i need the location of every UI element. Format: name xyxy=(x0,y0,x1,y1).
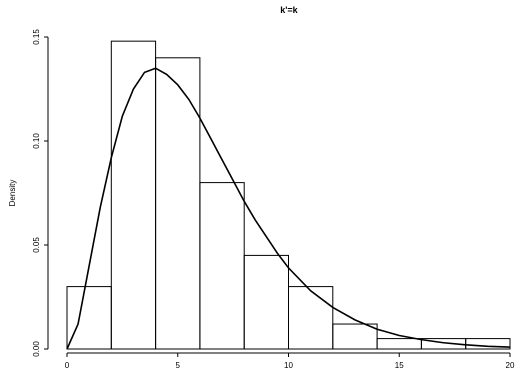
y-axis-label: Density xyxy=(8,180,17,207)
y-tick-label-3: 0.15 xyxy=(32,29,41,45)
x-axis: 0 5 10 15 20 xyxy=(65,352,515,370)
x-tick-label-4: 20 xyxy=(506,361,515,370)
density-curve-group xyxy=(66,67,511,350)
x-tick-label-0: 0 xyxy=(65,361,70,370)
x-tick-label-3: 15 xyxy=(395,361,404,370)
histogram-bar-3 xyxy=(199,182,245,350)
histogram-bars xyxy=(66,40,511,350)
histogram-bar-9 xyxy=(465,338,511,350)
x-tick-label-2: 10 xyxy=(284,361,293,370)
histogram-bar-0 xyxy=(66,286,112,350)
y-tick-label-1: 0.05 xyxy=(32,237,41,253)
density-curve xyxy=(66,67,511,350)
x-tick-label-1: 5 xyxy=(176,361,181,370)
histogram-bar-4 xyxy=(243,254,289,350)
chart-title: k'=k xyxy=(280,5,298,15)
histogram-bar-2 xyxy=(155,57,201,350)
histogram-bar-5 xyxy=(288,286,334,350)
histogram-bar-1 xyxy=(110,40,157,350)
y-tick-label-2: 0.10 xyxy=(32,133,41,149)
histogram-bar-7 xyxy=(376,338,422,350)
y-axis: 0.00 0.05 0.10 0.15 xyxy=(32,29,49,357)
y-tick-label-0: 0.00 xyxy=(32,341,41,357)
histogram-bar-6 xyxy=(332,323,378,350)
